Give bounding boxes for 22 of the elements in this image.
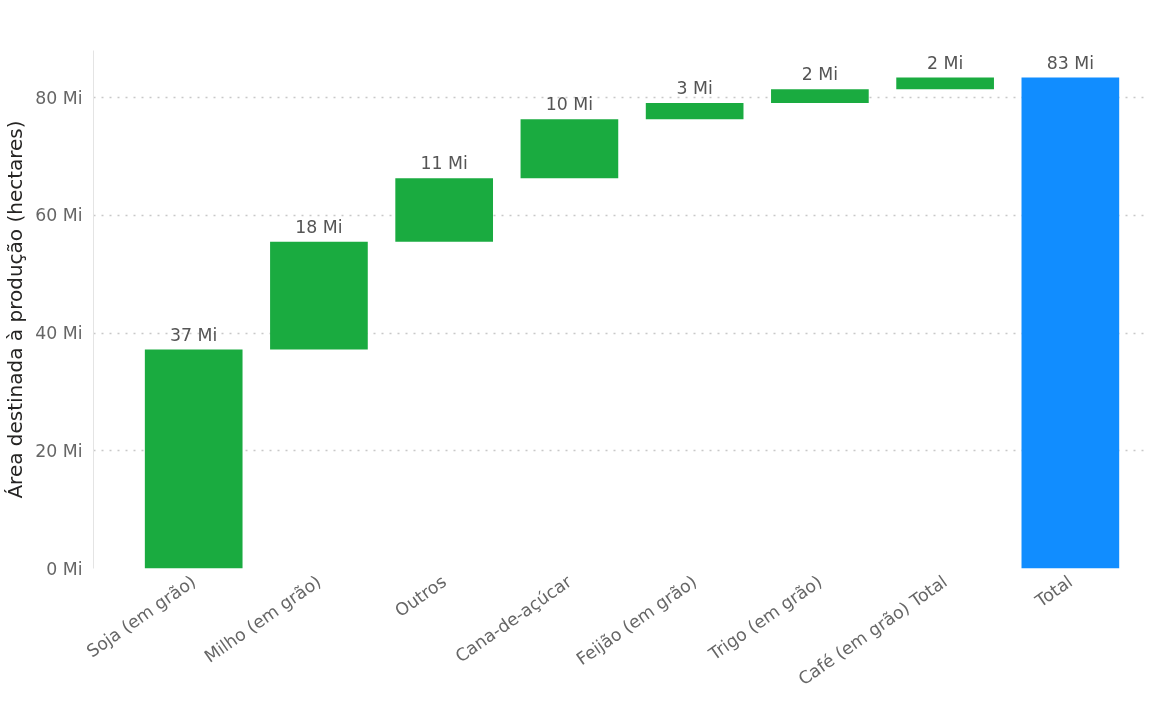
data-label: 3 Mi xyxy=(676,77,713,98)
y-axis-title: Área destinada à produção (hectares) xyxy=(3,120,28,499)
data-label: 2 Mi xyxy=(926,52,964,73)
data-label: 83 Mi xyxy=(1046,52,1095,73)
bar xyxy=(896,77,994,90)
bar xyxy=(144,349,243,569)
data-label: 18 Mi xyxy=(295,216,343,237)
bar xyxy=(270,241,368,350)
y-tick-label: 80 Mi xyxy=(35,87,83,108)
y-tick-label: 40 Mi xyxy=(35,323,83,344)
y-tick-label: 0 Mi xyxy=(46,558,83,579)
data-label: 2 Mi xyxy=(801,64,839,85)
bar xyxy=(771,89,869,103)
bar xyxy=(395,178,494,242)
bar xyxy=(645,102,744,120)
data-label: 37 Mi xyxy=(170,324,218,345)
data-label: 10 Mi xyxy=(545,94,594,115)
y-tick-label: 20 Mi xyxy=(35,440,83,461)
bar xyxy=(1021,77,1120,569)
y-tick-label: 60 Mi xyxy=(35,205,83,226)
data-label: 11 Mi xyxy=(420,153,468,174)
bar xyxy=(520,119,619,179)
